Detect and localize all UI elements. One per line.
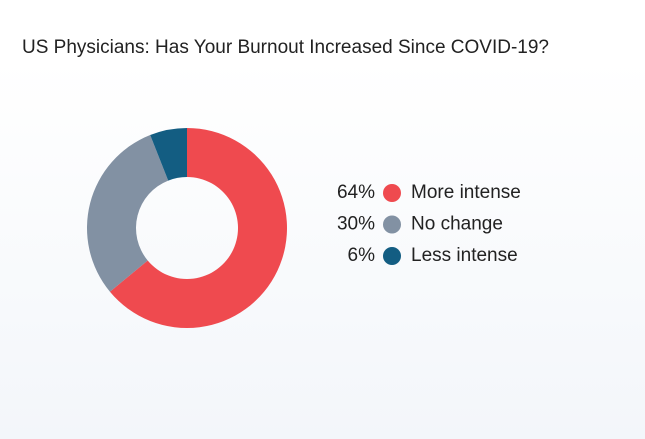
legend-swatch (383, 215, 401, 234)
chart-title: US Physicians: Has Your Burnout Increase… (22, 37, 549, 58)
legend-value: 64% (337, 182, 375, 203)
legend-label: No change (411, 214, 503, 235)
donut-slice (87, 135, 169, 292)
legend-label: Less intense (411, 245, 518, 266)
donut-slice (150, 128, 187, 181)
donut-slice (109, 128, 288, 329)
legend-swatch (383, 184, 401, 202)
legend-value: 30% (337, 214, 375, 235)
legend-swatch (383, 247, 401, 265)
legend-label: More intense (411, 182, 521, 203)
legend-value: 6% (348, 245, 376, 266)
